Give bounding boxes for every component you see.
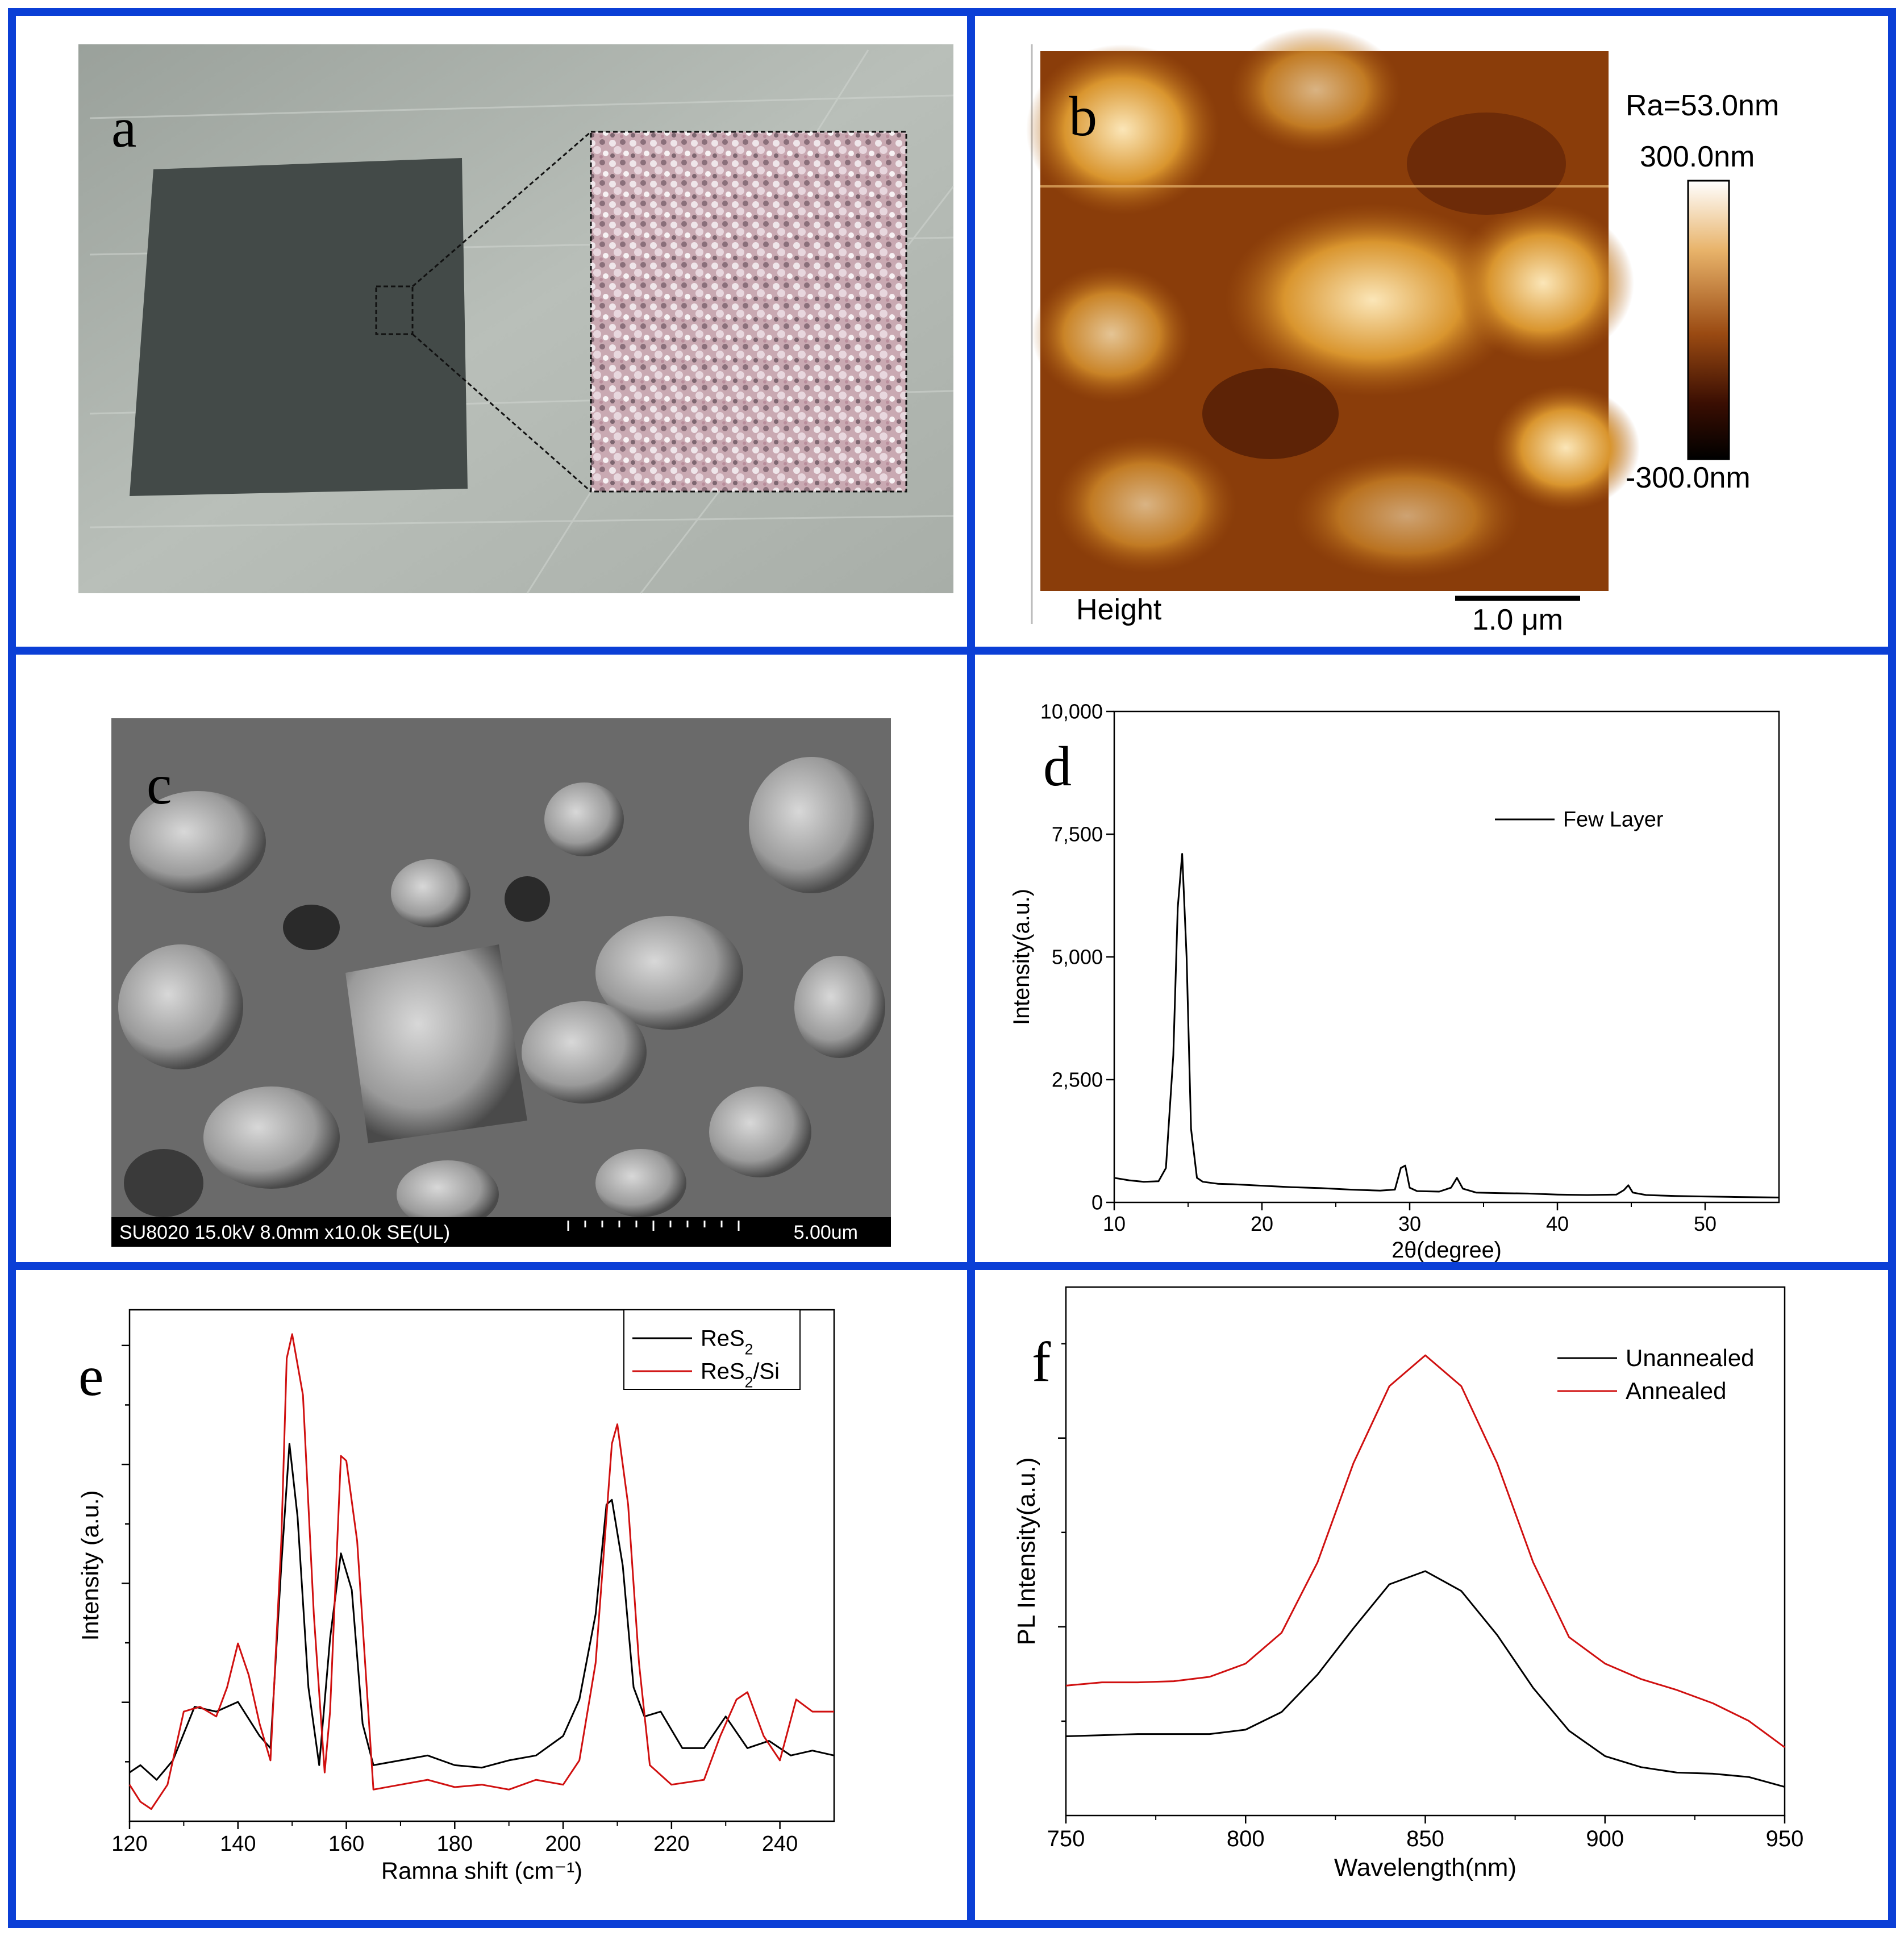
x-tick-label: 800: [1227, 1826, 1265, 1851]
panel-letter-d: d: [1043, 735, 1072, 798]
panel-letter-f: f: [1032, 1330, 1051, 1393]
panel-f: f 750 800 850 900 950 Wavelength(nm) PL Intens…: [967, 1262, 1896, 1928]
legend-label: Annealed: [1626, 1377, 1727, 1404]
panel-b: b Ra=53.0nm 300.0nm -300.0nm Height 1.0 …: [967, 8, 1896, 655]
x-tick-label: 120: [111, 1832, 147, 1856]
x-tick-label: 160: [328, 1832, 364, 1856]
sem-scale-ticks: [567, 1221, 740, 1231]
raman-chart: e 120 140 160 180 200 220 240 Ramna shift (cm⁻¹…: [77, 1309, 835, 1884]
x-tick-label: 180: [437, 1832, 473, 1856]
y-axis-label: Intensity (a.u.): [77, 1490, 103, 1641]
zoom-inset: [590, 131, 907, 493]
x-tick-label: 900: [1586, 1826, 1624, 1851]
pl-chart: f 750 800 850 900 950 Wavelength(nm) PL Intens…: [1013, 1286, 1804, 1881]
scale-bar-label: 1.0 μm: [1472, 603, 1563, 636]
sample-wafer: [130, 158, 468, 496]
y-tick-label: 5,000: [1052, 946, 1103, 969]
series-line: [1065, 1354, 1785, 1748]
x-tick-label: 750: [1047, 1826, 1085, 1851]
scale-max-label: 300.0nm: [1640, 140, 1755, 173]
x-tick-label: 40: [1546, 1212, 1569, 1235]
x-tick-label: 200: [545, 1832, 581, 1856]
series-line: [1114, 853, 1780, 1198]
y-axis-label: Intensity(a.u.): [1009, 889, 1034, 1025]
panel-a: a: [8, 8, 976, 655]
panel-letter-e: e: [78, 1344, 103, 1408]
panel-c-sem: c SU8020 15.0kV 8.0mm x10.0k SE(UL) 5.00…: [111, 718, 891, 1247]
panel-a-photo: a: [78, 44, 955, 594]
x-tick-label: 240: [762, 1832, 798, 1856]
y-tick-label: 10,000: [1040, 700, 1103, 723]
series-line: [1065, 1570, 1785, 1788]
x-axis-label: Wavelength(nm): [1334, 1854, 1516, 1881]
afm-features: [1026, 27, 1640, 578]
xrd-chart: d 10 20 30 40 50 0 2,500 5,000 7,500 10,000 2θ(deg…: [1009, 700, 1780, 1263]
sem-flakes: [118, 757, 885, 1229]
panel-e: e 120 140 160 180 200 220 240 Ramna shift (cm⁻¹…: [8, 1262, 976, 1928]
y-tick-label: 0: [1091, 1191, 1103, 1214]
series-line: [129, 1443, 835, 1781]
x-tick-label: 140: [220, 1832, 256, 1856]
plot-frame: [1113, 710, 1780, 1204]
x-tick-label: 10: [1103, 1212, 1126, 1235]
panel-d: d 10 20 30 40 50 0 2,500 5,000 7,500 10,000 2θ(deg…: [967, 647, 1896, 1270]
y-tick-label: 2,500: [1052, 1068, 1103, 1092]
y-axis-label: PL Intensity(a.u.): [1013, 1458, 1040, 1646]
sem-scale-label: 5.00um: [794, 1222, 858, 1243]
panel-letter-a: a: [111, 96, 136, 159]
x-tick-label: 50: [1694, 1212, 1716, 1235]
legend-label: Few Layer: [1563, 808, 1663, 832]
x-tick-label: 950: [1766, 1826, 1804, 1851]
sem-footer-info: SU8020 15.0kV 8.0mm x10.0k SE(UL): [119, 1222, 450, 1243]
x-tick-label: 850: [1406, 1826, 1444, 1851]
x-axis-label: 2θ(degree): [1391, 1238, 1502, 1263]
legend-box: [623, 1309, 801, 1390]
x-tick-label: 30: [1398, 1212, 1421, 1235]
y-tick-label: 7,500: [1052, 823, 1103, 846]
x-tick-label: 20: [1251, 1212, 1273, 1235]
x-tick-label: 220: [653, 1832, 689, 1856]
ra-value: Ra=53.0nm: [1626, 89, 1779, 122]
scale-min-label: -300.0nm: [1626, 461, 1751, 494]
height-colorbar: [1687, 180, 1730, 460]
series-line: [128, 1333, 834, 1810]
plot-frame: [128, 1309, 835, 1822]
height-label: Height: [1076, 593, 1162, 626]
panel-c: c SU8020 15.0kV 8.0mm x10.0k SE(UL) 5.00…: [8, 647, 976, 1270]
panel-letter-c: c: [147, 753, 172, 816]
sem-footer: [111, 1217, 891, 1247]
panel-letter-b: b: [1069, 85, 1097, 148]
zoom-box-small: [375, 285, 414, 335]
x-axis-label: Ramna shift (cm⁻¹): [381, 1857, 582, 1884]
legend-label: Unannealed: [1626, 1344, 1755, 1371]
panel-b-afm: b Ra=53.0nm 300.0nm -300.0nm Height 1.0 …: [1026, 27, 1779, 636]
